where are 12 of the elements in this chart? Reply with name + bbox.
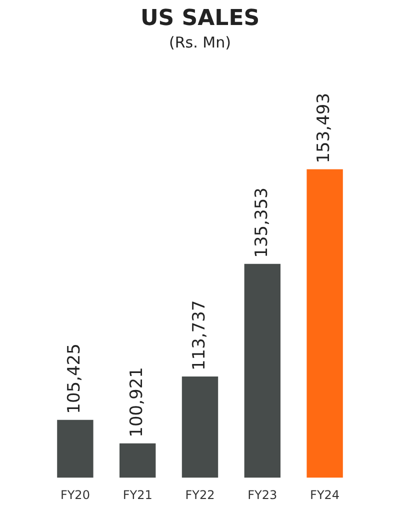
data-label: 100,921	[127, 367, 148, 438]
x-tick-label: FY22	[185, 488, 215, 502]
data-label: 105,425	[64, 344, 85, 414]
x-tick-label: FY20	[60, 488, 90, 502]
x-tick-label: FY21	[122, 488, 152, 502]
data-label: 135,353	[252, 188, 272, 258]
x-tick-label: FY24	[310, 488, 340, 502]
chart-title: US SALES	[140, 6, 260, 31]
chart-subtitle: (Rs. Mn)	[169, 33, 231, 52]
data-label: 113,737	[189, 300, 210, 371]
x-tick-label: FY23	[248, 488, 278, 502]
data-label: 153,493	[314, 92, 334, 164]
